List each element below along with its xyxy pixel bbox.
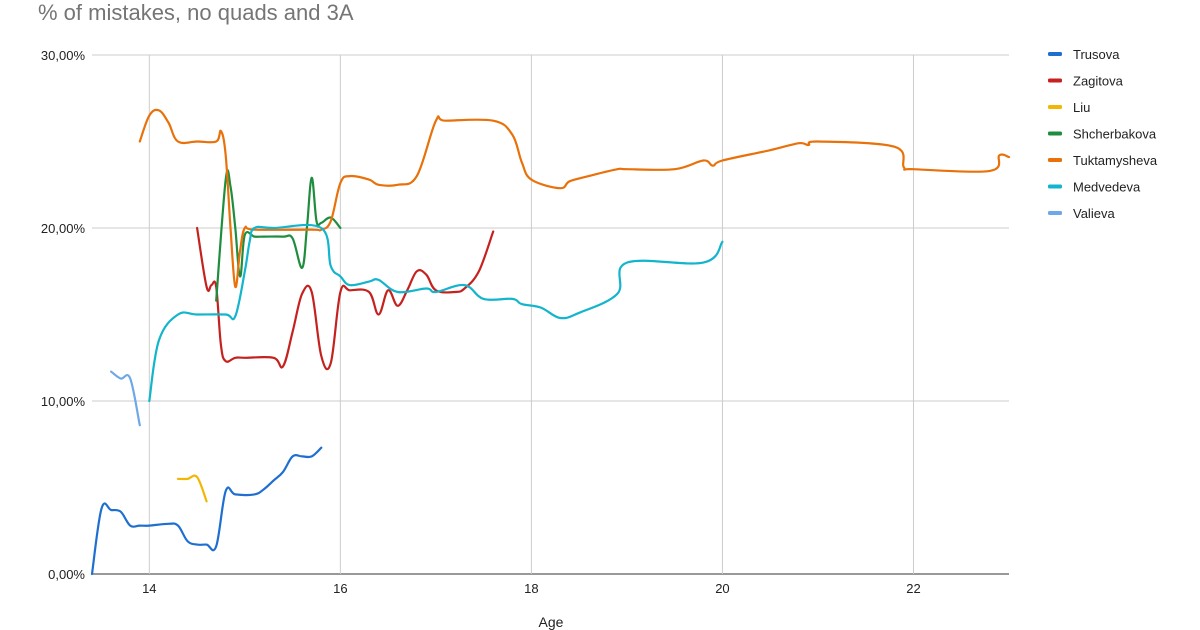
series-line-valieva bbox=[110, 370, 141, 427]
series-line-medvedeva bbox=[148, 223, 724, 403]
series-line-trusova bbox=[90, 446, 323, 576]
y-tick-label: 10,00% bbox=[41, 394, 86, 409]
series-lines bbox=[90, 108, 1011, 576]
x-tick-label: 14 bbox=[142, 581, 156, 596]
legend-swatch-medvedeva bbox=[1048, 184, 1062, 189]
legend-label-trusova: Trusova bbox=[1073, 47, 1120, 62]
legend-swatch-tuktamysheva bbox=[1048, 158, 1062, 162]
chart-title: % of mistakes, no quads and 3A bbox=[38, 0, 354, 25]
series-line-shcherbakova bbox=[215, 169, 342, 302]
legend-label-liu: Liu bbox=[1073, 100, 1090, 115]
x-tick-label: 16 bbox=[333, 581, 347, 596]
legend-label-zagitova: Zagitova bbox=[1073, 74, 1124, 89]
legend-swatch-trusova bbox=[1048, 52, 1062, 56]
legend-label-tuktamysheva: Tuktamysheva bbox=[1073, 153, 1158, 168]
x-tick-label: 22 bbox=[906, 581, 920, 596]
legend-swatch-shcherbakova bbox=[1048, 131, 1062, 136]
y-axis-ticks: 0,00% 10,00% 20,00% 30,00% bbox=[41, 48, 86, 582]
y-tick-label: 30,00% bbox=[41, 48, 86, 63]
series-line-zagitova bbox=[196, 226, 495, 371]
legend-swatch-liu bbox=[1048, 105, 1062, 109]
series-line-liu bbox=[176, 474, 208, 503]
x-axis-label: Age bbox=[539, 614, 564, 630]
legend-swatch-zagitova bbox=[1048, 78, 1062, 83]
legend-label-valieva: Valieva bbox=[1073, 206, 1115, 221]
x-tick-label: 20 bbox=[715, 581, 729, 596]
series-line-tuktamysheva bbox=[138, 108, 1011, 288]
x-axis-ticks: 14 16 18 20 22 bbox=[142, 581, 921, 596]
y-tick-label: 20,00% bbox=[41, 221, 86, 236]
x-tick-label: 18 bbox=[524, 581, 538, 596]
legend-swatch-valieva bbox=[1048, 211, 1062, 215]
legend: Trusova Zagitova Liu Shcherbakova Tuktamyshe… bbox=[1048, 47, 1158, 221]
legend-label-medvedeva: Medvedeva bbox=[1073, 180, 1141, 195]
legend-label-shcherbakova: Shcherbakova bbox=[1073, 127, 1157, 142]
y-tick-label: 0,00% bbox=[48, 567, 85, 582]
